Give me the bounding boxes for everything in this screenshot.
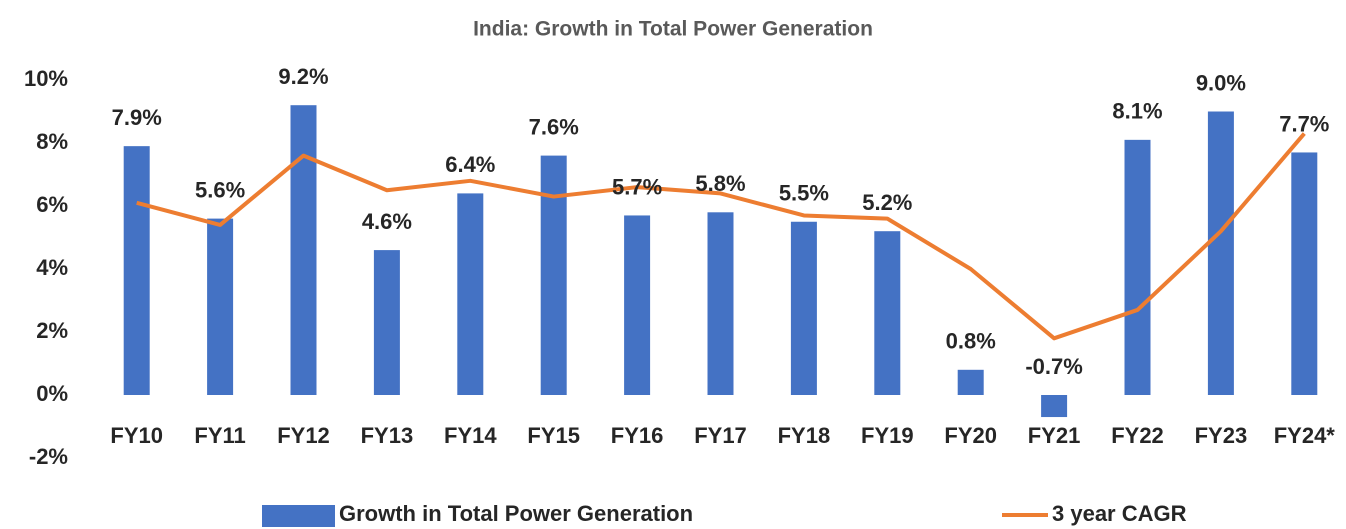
data-label: 6.4% [445, 152, 495, 177]
x-tick-label: FY11 [194, 423, 245, 448]
data-label: 5.2% [862, 190, 912, 215]
x-tick-label: FY24* [1274, 423, 1336, 448]
bar [957, 369, 984, 395]
data-label: 5.5% [779, 181, 829, 206]
x-tick-label: FY12 [277, 423, 330, 448]
bar [123, 146, 150, 395]
bar [290, 105, 317, 395]
legend-swatch [262, 505, 335, 527]
data-label: 8.1% [1112, 99, 1162, 124]
bar [790, 221, 817, 395]
y-tick-label: 4% [36, 255, 68, 280]
y-tick-label: 2% [36, 318, 68, 343]
chart-title: India: Growth in Total Power Generation [473, 18, 873, 41]
data-label: -0.7% [1025, 354, 1082, 379]
y-tick-label: 0% [36, 381, 68, 406]
legend-label: 3 year CAGR [1052, 501, 1187, 526]
x-tick-label: FY19 [861, 423, 914, 448]
y-tick-label: 8% [36, 129, 68, 154]
line [136, 132, 1306, 341]
bar [540, 155, 567, 395]
x-tick-label: FY10 [110, 423, 163, 448]
data-label: 5.7% [612, 174, 662, 199]
data-label: 7.6% [529, 114, 579, 139]
bar [1291, 152, 1318, 395]
bar [457, 193, 484, 395]
x-tick-label: FY15 [527, 423, 580, 448]
bar [707, 212, 734, 395]
bar [874, 231, 901, 395]
y-tick-label: 10% [24, 66, 68, 91]
x-tick-label: FY23 [1195, 423, 1248, 448]
x-tick-label: FY13 [361, 423, 414, 448]
data-label: 7.7% [1279, 111, 1329, 136]
x-tick-label: FY21 [1028, 423, 1081, 448]
data-label: 9.2% [278, 64, 328, 89]
legend-label: Growth in Total Power Generation [339, 501, 693, 526]
data-label: 9.0% [1196, 70, 1246, 95]
bar [373, 250, 400, 395]
x-tick-label: FY22 [1111, 423, 1164, 448]
bar [624, 215, 651, 395]
y-tick-label: -2% [29, 444, 68, 469]
bar [1207, 111, 1234, 395]
x-tick-label: FY17 [694, 423, 747, 448]
bar [1124, 139, 1151, 395]
y-tick-label: 6% [36, 192, 68, 217]
data-label: 4.6% [362, 209, 412, 234]
bar [1041, 395, 1068, 418]
data-label: 5.6% [195, 177, 245, 202]
data-label: 5.8% [695, 171, 745, 196]
data-label: 7.9% [112, 105, 162, 130]
x-tick-label: FY20 [944, 423, 997, 448]
data-label: 0.8% [946, 329, 996, 354]
x-tick-label: FY18 [778, 423, 831, 448]
x-tick-label: FY14 [444, 423, 497, 448]
x-tick-label: FY16 [611, 423, 664, 448]
bar [207, 218, 234, 395]
